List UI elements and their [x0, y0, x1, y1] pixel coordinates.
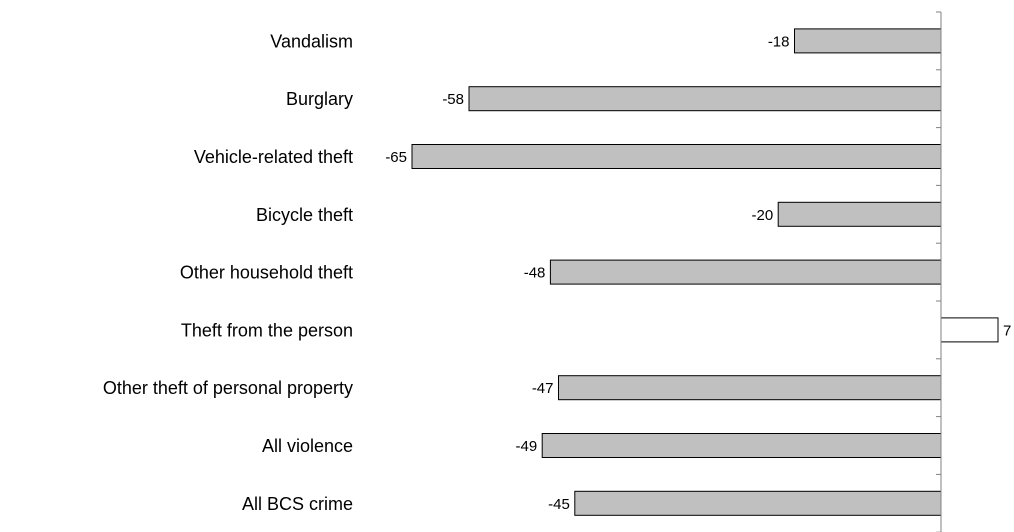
value-label-other-household-theft: -48: [524, 265, 546, 282]
category-label-theft-from-the-person: Theft from the person: [181, 320, 353, 340]
value-label-vandalism: -18: [768, 33, 790, 50]
category-label-bicycle-theft: Bicycle theft: [256, 205, 353, 225]
value-axis: [936, 11, 942, 532]
value-label-theft-from-the-person: 7: [1003, 322, 1011, 339]
bar-other-theft-of-personal-property: [558, 375, 942, 401]
bar-burglary: [468, 86, 942, 112]
category-label-vehicle-related-theft: Vehicle-related theft: [194, 147, 353, 167]
bar-vehicle-related-theft: [411, 144, 942, 169]
bar-theft-from-the-person: [940, 317, 999, 343]
value-label-all-bcs-crime: -45: [548, 496, 570, 513]
value-label-all-violence: -49: [516, 438, 538, 455]
bar-vandalism: [794, 28, 942, 54]
bar-all-violence: [541, 433, 942, 458]
category-label-burglary: Burglary: [286, 89, 353, 109]
value-label-bicycle-theft: -20: [752, 207, 774, 224]
value-label-burglary: -58: [442, 91, 464, 108]
bar-all-bcs-crime: [574, 490, 942, 516]
labels-layer: Vandalism -18 Burglary -58 Vehicle-related t…: [103, 31, 1011, 513]
bars-layer: [411, 28, 999, 516]
bar-other-household-theft: [549, 259, 942, 285]
category-label-other-household-theft: Other household theft: [180, 263, 353, 283]
bar-bicycle-theft: [777, 201, 942, 227]
value-label-other-theft-of-personal-property: -47: [532, 380, 554, 397]
category-label-other-theft-of-personal-property: Other theft of personal property: [103, 378, 353, 398]
category-label-all-bcs-crime: All BCS crime: [242, 494, 353, 514]
category-label-vandalism: Vandalism: [270, 31, 353, 51]
value-label-vehicle-related-theft: -65: [385, 149, 407, 166]
category-label-all-violence: All violence: [262, 436, 353, 456]
